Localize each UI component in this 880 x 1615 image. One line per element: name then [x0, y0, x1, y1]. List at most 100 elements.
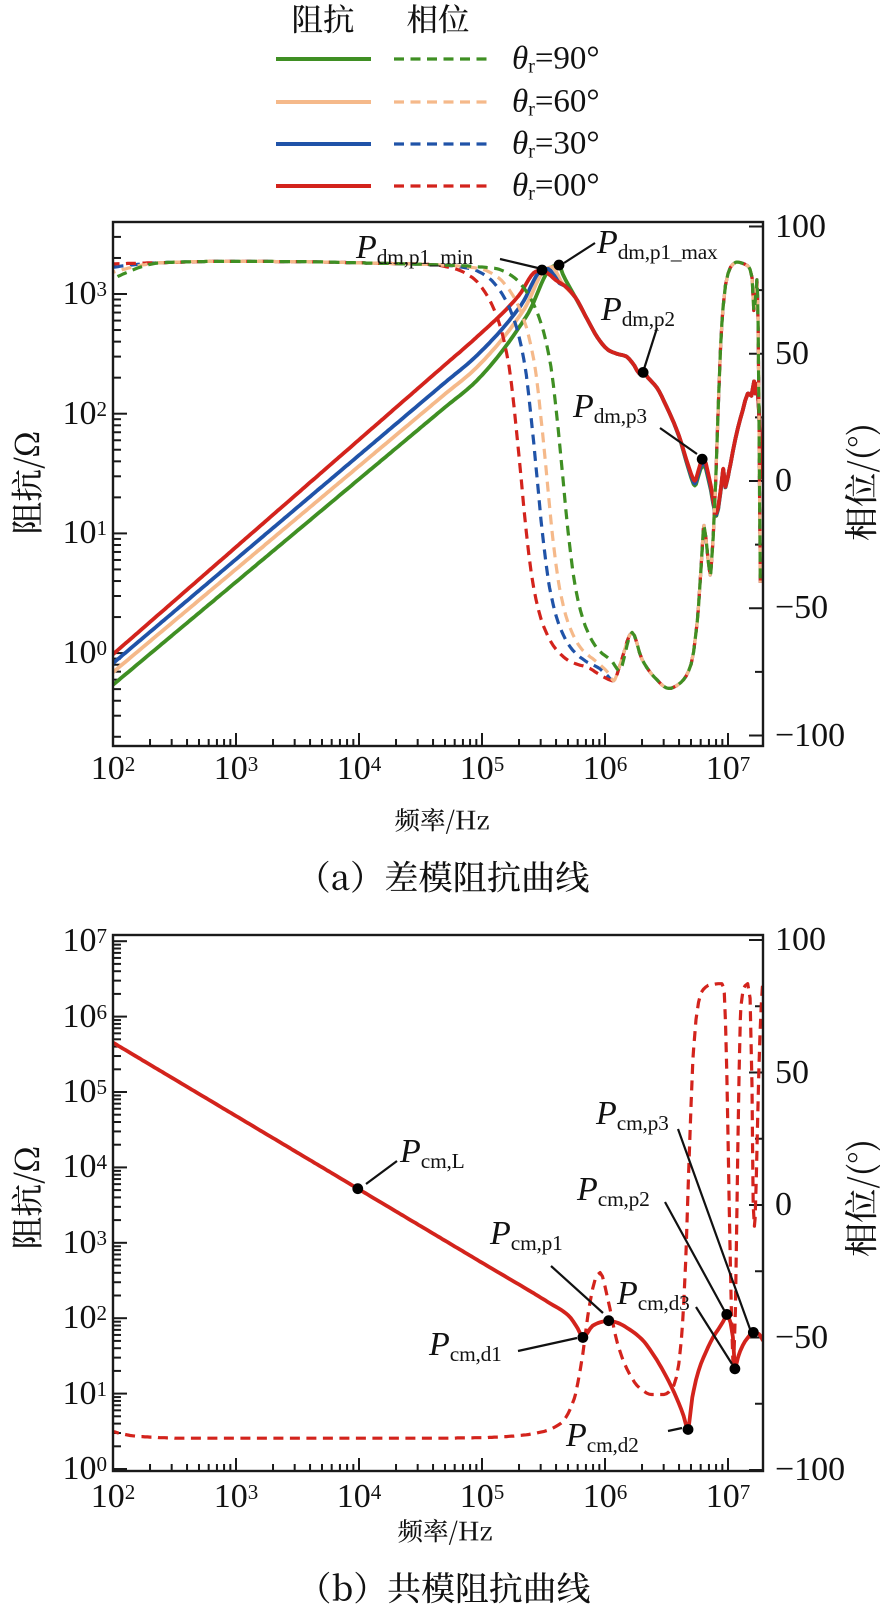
chart-a-ytick-10e0: 100: [62, 634, 107, 672]
theta-value: =00°: [534, 167, 600, 204]
chart-a-xlabel: [395, 807, 489, 834]
chart-b-xtick-10e4: 104: [336, 1478, 382, 1515]
theta-value: =60°: [534, 83, 600, 120]
chart-a-ann-label-dm,p3: Pdm,p3: [573, 388, 647, 427]
ann-sub: dm,p1_max: [617, 239, 718, 264]
chart-b-xtick-10e5: 105: [459, 1478, 505, 1515]
theta-sub: r: [528, 98, 535, 121]
theta-symbol: θ: [512, 167, 529, 204]
ann-sub: cm,L: [420, 1148, 465, 1173]
chart-a-xtick-10e5: 105: [459, 750, 505, 787]
chart-b-ann-dot-cm,p3: [747, 1326, 759, 1338]
chart-a-xtick-10e2: 102: [90, 750, 136, 787]
theta-sub: r: [528, 182, 535, 205]
theta-sub: r: [528, 140, 535, 163]
chart-a-series-impedance-00°: [113, 268, 763, 656]
theta-symbol: θ: [512, 125, 529, 162]
caption-a: [318, 860, 589, 893]
chart-b-ytick-10e3: 103: [62, 1223, 107, 1261]
chart-b-ann-leader-cm,d2: [667, 1426, 683, 1433]
chart-a-series-phase-90°: [113, 259, 762, 690]
ann-main: P: [573, 388, 594, 425]
ann-sub: cm,d1: [449, 1341, 502, 1366]
chart-b-ann-leader-cm,p1: [550, 1265, 604, 1314]
chart-b-ann-label-cm,L: Pcm,L: [400, 1133, 465, 1172]
chart-b-ytick-10e1: 101: [62, 1374, 107, 1412]
ann-main: P: [577, 1171, 598, 1208]
chart-a-ytick-10e2: 102: [62, 394, 107, 432]
chart-a-ptick-50: 50: [775, 334, 809, 372]
ann-main: P: [617, 1275, 638, 1312]
ann-main: P: [601, 291, 622, 328]
chart-b-ann-label-cm,p2: Pcm,p2: [577, 1171, 650, 1210]
chart-b-xlabel: [398, 1518, 492, 1545]
chart-b-ptick-0: 0: [775, 1186, 792, 1223]
chart-b-ylabel-left: [11, 1147, 45, 1247]
chart-a-ptick--100: −100: [775, 716, 846, 754]
chart-a-series: [113, 259, 763, 690]
ann-main: P: [400, 1133, 421, 1170]
ann-main: P: [356, 229, 377, 266]
chart-a-ptick--50: −50: [775, 589, 829, 627]
theta-symbol: θ: [512, 40, 529, 77]
ann-sub: cm,p2: [597, 1186, 650, 1211]
legend-header-impedance: [294, 4, 354, 34]
ann-sub: cm,d2: [586, 1432, 639, 1457]
chart-b-ytick-10e0: 100: [62, 1450, 107, 1487]
caption-b: [319, 1571, 590, 1604]
chart-b-ann-label-cm,p1: Pcm,p1: [490, 1217, 563, 1254]
ann-sub: dm,p1_min: [376, 244, 473, 269]
ann-sub: cm,p3: [616, 1110, 669, 1135]
chart-b-ann-label-cm,d3: Pcm,d3: [617, 1275, 690, 1314]
chart-b-ytick-10e7: 107: [62, 922, 107, 960]
chart-a-ptick-100: 100: [775, 207, 826, 245]
chart-b-ptick--50: −50: [775, 1318, 829, 1356]
chart-a-ylabel-right: [844, 426, 880, 541]
chart-b-ytick-10e5: 105: [62, 1073, 107, 1110]
charts-layer: [111, 57, 765, 1473]
ann-sub: cm,p1: [510, 1230, 563, 1255]
chart-b-ptick--100: −100: [775, 1451, 846, 1488]
chart-a-ann-dot-dm,p1_min: [536, 264, 548, 276]
chart-b-ann-dot-cm,d2: [682, 1424, 694, 1435]
legend-header-phase: [407, 4, 469, 34]
theta-sub: r: [528, 55, 535, 78]
chart-b-ytick-10e6: 106: [62, 997, 107, 1035]
chart-b-series-impedance: [113, 1040, 763, 1432]
chart-b-series-phase: [113, 979, 763, 1440]
chart-b-ticks: [113, 939, 763, 1471]
chart-b: [111, 933, 765, 1473]
chart-a-ann-label-dm,p2: Pdm,p2: [601, 291, 675, 330]
chart-a-ann-leader-dm,p3: [659, 427, 698, 455]
chart-a-ann-label-dm,p1_min: Pdm,p1_min: [356, 229, 473, 268]
chart-b-ann-label-cm,d2: Pcm,d2: [566, 1419, 639, 1456]
chart-a-xtick-10e3: 103: [213, 750, 259, 787]
legend-item-green: θr=90°: [512, 40, 600, 78]
chart-b-ytick-10e4: 104: [62, 1148, 107, 1186]
chart-b-xtick-10e7: 107: [705, 1478, 751, 1515]
chart-a-ann-dot-dm,p2: [637, 367, 649, 378]
chart-b-ann-dot-cm,p1: [603, 1315, 615, 1327]
chart-b-ann-leader-cm,d3: [695, 1306, 733, 1365]
chart-b-frame: [111, 933, 765, 1473]
chart-a-ann-dot-dm,p1_max: [553, 259, 565, 271]
ann-main: P: [429, 1326, 450, 1363]
chart-a-frame: [111, 220, 765, 748]
chart-a-ann-leader-dm,p1_max: [563, 242, 596, 264]
chart-b-ann-dot-cm,d1: [577, 1332, 589, 1343]
chart-a-ylabel-left: [11, 432, 45, 532]
legend-item-red: θr=00°: [512, 167, 600, 205]
legend-item-blue: θr=30°: [512, 125, 600, 163]
chart-b-ann-label-cm,p3: Pcm,p3: [596, 1095, 669, 1134]
theta-symbol: θ: [512, 83, 529, 120]
ann-sub: cm,d3: [637, 1290, 690, 1315]
ann-main: P: [596, 1095, 617, 1132]
chart-b-series: [113, 979, 763, 1440]
chart-a-ann-leader-dm,p1_min: [499, 257, 539, 270]
ann-sub: dm,p3: [593, 403, 647, 428]
chart-a-ann-label-dm,p1_max: Pdm,p1_max: [597, 226, 718, 263]
chart-b-xtick-10e3: 103: [213, 1478, 259, 1515]
chart-b-ann-label-cm,d1: Pcm,d1: [429, 1326, 502, 1365]
chart-b-ytick-10e2: 102: [62, 1299, 107, 1337]
chart-a-xtick-10e4: 104: [336, 750, 382, 787]
